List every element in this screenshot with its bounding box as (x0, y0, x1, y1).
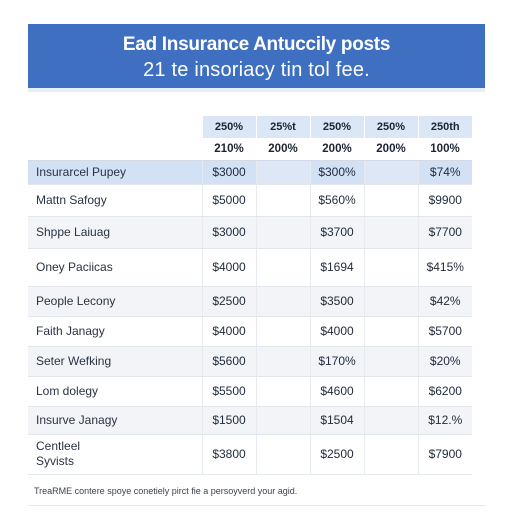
table-cell (363, 216, 418, 249)
row-label: Seter Wefking (28, 346, 202, 377)
table-row: Lom dolegy $5500 $4600 $6200 (28, 376, 472, 407)
table-cell (255, 346, 310, 377)
table-row: Oney Paciicas $4000 $1694 $415% (28, 248, 472, 287)
table-cell: $3500 (309, 286, 364, 317)
table-cell (363, 406, 418, 435)
column-header: 250% (309, 116, 364, 138)
row-label: Insurve Janagy (28, 406, 202, 435)
table-cell (255, 184, 310, 217)
table-cell: $4000 (309, 316, 364, 347)
table-cell: $3800 (201, 434, 256, 475)
table-cell (363, 316, 418, 347)
table-cell: $300% (309, 160, 364, 185)
header-corner (28, 116, 202, 138)
table-cell: $4600 (309, 376, 364, 407)
header-corner (28, 138, 202, 161)
table-cell: $5000 (201, 184, 256, 217)
table-row: People Lecony $2500 $3500 $42% (28, 286, 472, 317)
table-cell: $9900 (417, 184, 472, 217)
table-cell: $7700 (417, 216, 472, 249)
table-cell (255, 316, 310, 347)
row-label: Oney Paciicas (28, 248, 202, 287)
row-label: Shppe Laiuag (28, 216, 202, 249)
column-header: 25%t (255, 116, 310, 138)
table-header-row-1: 250% 25%t 250% 250% 250th (28, 116, 472, 138)
table-cell: $4000 (201, 248, 256, 287)
table-cell: $20% (417, 346, 472, 377)
table-cell (363, 346, 418, 377)
page-title: Ead Insurance Antuccily posts (122, 34, 391, 55)
page-subtitle: 21 te insoriacy tin tol fee. (143, 59, 370, 81)
table-cell (255, 286, 310, 317)
column-subheader: 100% (418, 138, 472, 161)
table-row: Faith Janagy $4000 $4000 $5700 (28, 316, 472, 347)
table-cell: $2500 (309, 434, 364, 475)
column-header: 250% (201, 116, 256, 138)
table-cell: $3000 (201, 160, 256, 185)
table-cell: $1504 (309, 406, 364, 435)
table-cell: $42% (417, 286, 472, 317)
table-cell: $12.% (417, 406, 472, 435)
table-cell (255, 406, 310, 435)
footer-note: TreaRME contere spoye conetiely pirct fi… (34, 486, 298, 496)
column-header: 250th (417, 116, 472, 138)
row-label: Lom dolegy (28, 376, 202, 407)
table-cell (363, 160, 418, 185)
table-body: Insurarcel Pupey $3000 $300% $74% Mattn Safo… (28, 160, 472, 475)
table-cell: $3000 (201, 216, 256, 249)
table-cell (363, 286, 418, 317)
table-cell (363, 248, 418, 287)
title-banner: Ead Insurance Antuccily posts 21 te inso… (28, 24, 485, 88)
column-subheader: 200% (256, 138, 310, 161)
row-label: People Lecony (28, 286, 202, 317)
table-cell: $5600 (201, 346, 256, 377)
table-cell (255, 216, 310, 249)
table-header-row-2: 210% 200% 200% 200% 100% (28, 138, 472, 161)
insurance-cost-table: 250% 25%t 250% 250% 250th 210% 200% 200%… (28, 116, 472, 475)
banner-divider (28, 88, 485, 92)
table-cell: $4000 (201, 316, 256, 347)
table-cell (255, 434, 310, 475)
footer-divider (28, 505, 485, 506)
table-cell: $2500 (201, 286, 256, 317)
table-cell: $170% (309, 346, 364, 377)
table-cell: $74% (417, 160, 472, 185)
table-cell: $3700 (309, 216, 364, 249)
table-cell: $5500 (201, 376, 256, 407)
table-cell: $1500 (201, 406, 256, 435)
table-row: Seter Wefking $5600 $170% $20% (28, 346, 472, 377)
table-cell (363, 434, 418, 475)
table-row: Insurarcel Pupey $3000 $300% $74% (28, 160, 472, 185)
column-header: 250% (363, 116, 418, 138)
table-row: Insurve Janagy $1500 $1504 $12.% (28, 406, 472, 435)
row-label: Mattn Safogy (28, 184, 202, 217)
table-cell (255, 160, 310, 185)
column-subheader: 210% (202, 138, 256, 161)
table-row: Shppe Laiuag $3000 $3700 $7700 (28, 216, 472, 249)
table-cell (363, 376, 418, 407)
table-row: Mattn Safogy $5000 $560% $9900 (28, 184, 472, 217)
table-cell (363, 184, 418, 217)
row-label: Faith Janagy (28, 316, 202, 347)
table-cell: $560% (309, 184, 364, 217)
table-cell: $5700 (417, 316, 472, 347)
table-cell: $1694 (309, 248, 364, 287)
table-cell: $415% (417, 248, 472, 287)
table-cell: $7900 (417, 434, 472, 475)
table-cell (255, 248, 310, 287)
row-label: Centleel Syvists (28, 434, 202, 475)
column-subheader: 200% (310, 138, 364, 161)
table-row: Centleel Syvists $3800 $2500 $7900 (28, 434, 472, 475)
row-label: Insurarcel Pupey (28, 160, 202, 185)
table-cell: $6200 (417, 376, 472, 407)
column-subheader: 200% (364, 138, 418, 161)
table-cell (255, 376, 310, 407)
